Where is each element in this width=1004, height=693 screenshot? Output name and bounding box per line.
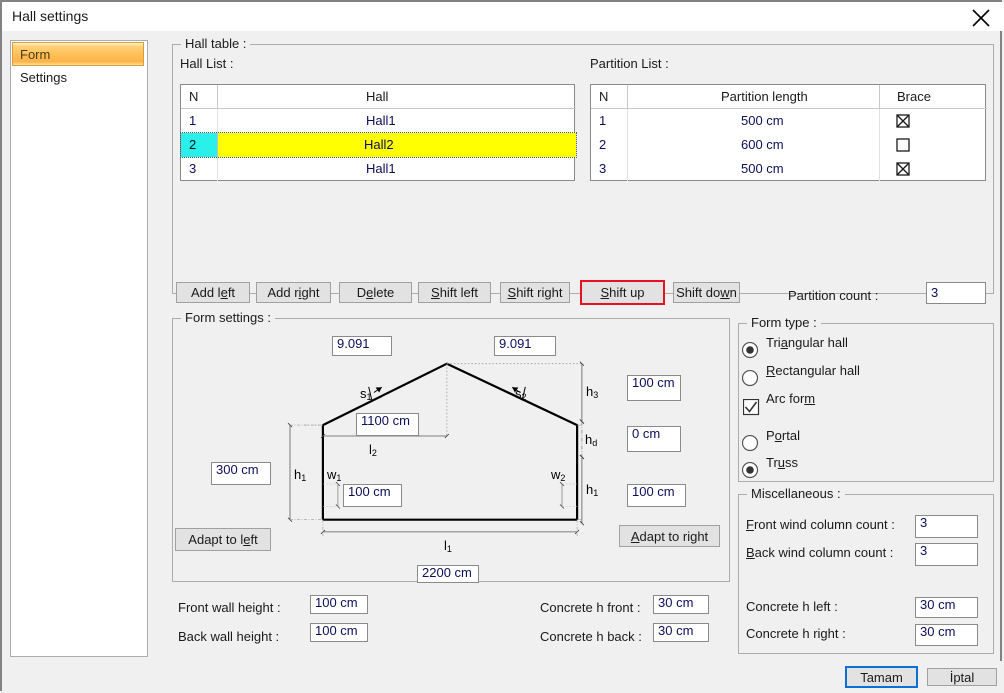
svg-text:w2: w2 bbox=[550, 467, 565, 483]
svg-text:s1: s1 bbox=[360, 386, 372, 402]
svg-text:hd: hd bbox=[585, 432, 597, 448]
svg-text:l1: l1 bbox=[444, 538, 452, 554]
svg-text:w1: w1 bbox=[326, 467, 341, 483]
svg-text:h1: h1 bbox=[586, 482, 598, 498]
svg-text:h3: h3 bbox=[586, 384, 598, 400]
svg-text:l2: l2 bbox=[369, 442, 377, 458]
svg-text:h1: h1 bbox=[294, 467, 306, 483]
